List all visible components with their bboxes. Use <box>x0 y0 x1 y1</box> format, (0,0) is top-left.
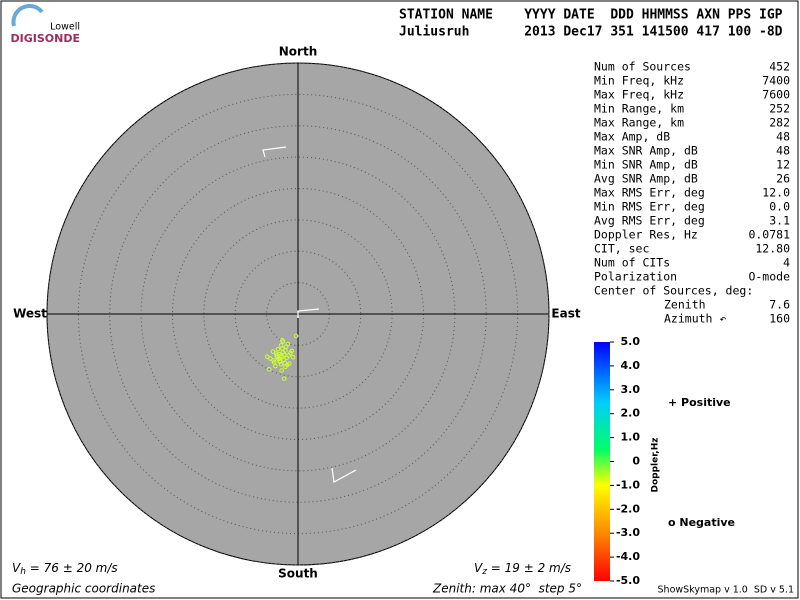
stat-label: Min RMS Err, deg <box>594 200 705 214</box>
colorbar-tick-label: -5.0 <box>616 574 640 587</box>
colorbar-tick-label: -2.0 <box>616 502 640 515</box>
stat-value: 12.0 <box>762 186 790 200</box>
stat-label: Max RMS Err, deg <box>594 186 705 200</box>
stat-label: Min Freq, kHz <box>594 74 684 88</box>
stat-label: Max Range, km <box>594 116 684 130</box>
stat-label: Zenith <box>664 298 706 312</box>
source-point <box>274 353 279 358</box>
stat-value: 252 <box>769 102 790 116</box>
vh: Vh = 76 ± 20 m/s <box>12 561 118 577</box>
colorbar-tick-label: 3.0 <box>621 383 641 396</box>
vz-text: = 19 ± 2 m/s <box>487 561 571 575</box>
source-point <box>279 368 284 373</box>
stat-value: 26 <box>776 172 790 186</box>
stat-value: 7.6 <box>769 298 790 312</box>
zenith-note: Zenith: max 40° step 5° <box>432 582 582 596</box>
vz-sub: z <box>481 567 487 577</box>
source-point <box>264 354 270 359</box>
dir-west: West <box>13 307 47 321</box>
logo-bottom: DIGISONDE <box>11 32 80 45</box>
dir-north: North <box>279 45 317 59</box>
colorbar-tick-label: 2.0 <box>621 407 641 420</box>
source-point <box>293 333 299 339</box>
legend-negative: o Negative <box>668 516 735 529</box>
stat-label: CIT, sec <box>594 242 649 256</box>
source-point <box>285 362 290 368</box>
source-point <box>268 356 273 361</box>
stat-value: 4 <box>783 256 790 270</box>
stat-label: Center of Sources, deg: <box>594 284 753 298</box>
velocity-marks <box>262 146 357 483</box>
source-point <box>290 354 296 360</box>
vh-text: = 76 ± 20 m/s <box>26 561 118 575</box>
source-point <box>281 357 286 363</box>
stat-label: Num of Sources <box>594 60 691 74</box>
stat-value: 0.0 <box>769 200 790 214</box>
stat-label: Max Freq, kHz <box>594 88 684 102</box>
stat-label: Max Amp, dB <box>594 130 670 144</box>
colorbar-tick-label: 5.0 <box>621 335 641 348</box>
dir-south: South <box>278 567 318 581</box>
stat-value: 0.0781 <box>748 228 790 242</box>
source-point <box>277 358 283 364</box>
version: ShowSkymap v 1.0 SD v 5.1 <box>658 585 794 596</box>
source-point <box>273 363 278 369</box>
header-columns: STATION NAME YYYY DATE DDD HHMMSS AXN PP… <box>399 8 783 23</box>
stat-value: 48 <box>776 130 790 144</box>
vh-symbol: V <box>12 561 21 575</box>
colorbar <box>594 342 610 581</box>
stat-value: 12.80 <box>755 242 790 256</box>
stat-label: Azimuth ↶ <box>664 312 726 326</box>
stat-value: 160 <box>769 312 790 326</box>
stat-value: 7600 <box>762 88 790 102</box>
stat-label: Doppler Res, Hz <box>594 228 698 242</box>
stat-label: Max SNR Amp, dB <box>594 144 698 158</box>
vz-symbol: V <box>474 561 483 575</box>
stat-value: 48 <box>776 144 790 158</box>
source-point <box>280 338 285 343</box>
stat-label: Min SNR Amp, dB <box>594 158 698 172</box>
stat-label: Avg SNR Amp, dB <box>594 172 698 186</box>
stat-value: 12 <box>776 158 790 172</box>
logo-arc <box>11 4 44 27</box>
stat-value: 3.1 <box>769 214 790 228</box>
stat-value: 7400 <box>762 74 790 88</box>
colorbar-label: Doppler,Hz <box>651 437 661 492</box>
stat-value: 452 <box>769 60 790 74</box>
vz: Vz = 19 ± 2 m/s <box>474 561 571 577</box>
stat-label: Min Range, km <box>594 102 684 116</box>
source-point <box>275 346 281 352</box>
colorbar-tick-label: -1.0 <box>616 478 640 491</box>
colorbar-tick-label: 1.0 <box>621 431 641 444</box>
source-point <box>289 348 295 354</box>
stat-value: O-mode <box>748 270 790 284</box>
source-point <box>285 341 291 347</box>
header-values: Juliusruh 2013 Dec17 351 141500 417 100 … <box>399 25 783 40</box>
colorbar-tick-label: -3.0 <box>616 526 640 539</box>
stat-label: Num of CITs <box>594 256 670 270</box>
logo-top: Lowell <box>50 22 80 33</box>
legend-positive: + Positive <box>668 396 731 409</box>
source-point <box>281 376 287 381</box>
colorbar-tick-label: 4.0 <box>621 359 641 372</box>
coords: Geographic coordinates <box>12 582 155 596</box>
dir-east: East <box>551 307 580 321</box>
source-point <box>270 349 276 354</box>
stat-label: Polarization <box>594 270 677 284</box>
colorbar-tick-label: -4.0 <box>616 550 640 563</box>
stat-value: 282 <box>769 116 790 130</box>
source-point <box>271 360 277 365</box>
source-point <box>278 343 284 348</box>
colorbar-tick-label: 0 <box>632 455 640 468</box>
source-point <box>266 366 272 372</box>
stat-label: Avg RMS Err, deg <box>594 214 705 228</box>
vh-sub: h <box>20 567 26 577</box>
